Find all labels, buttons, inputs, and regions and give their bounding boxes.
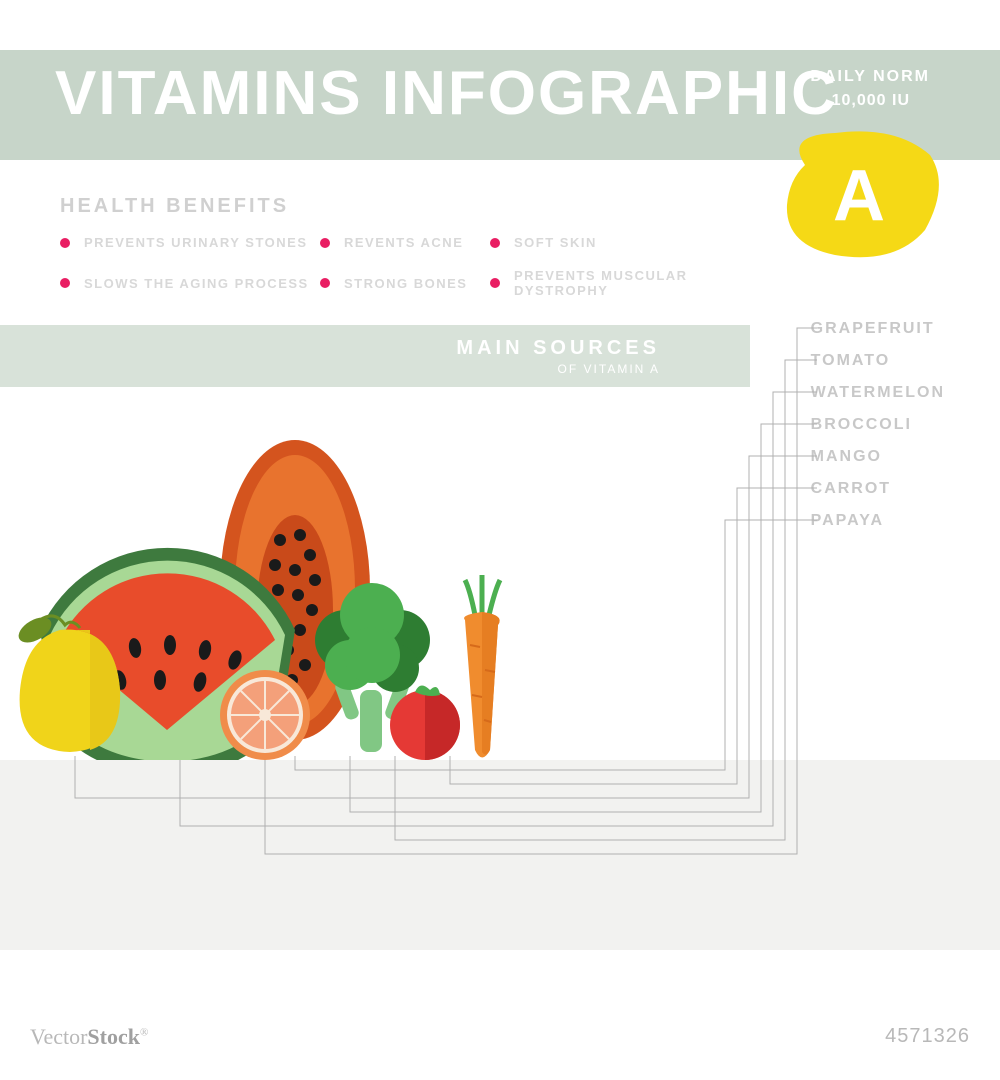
benefit-item: SOFT SKIN	[490, 235, 740, 250]
benefits-list: PREVENTS URINARY STONES REVENTS ACNE SOF…	[60, 235, 760, 316]
bullet-icon	[320, 278, 330, 288]
daily-norm-value: 10,000 IU	[832, 92, 910, 110]
sources-band: MAIN SOURCES OF VITAMIN A	[0, 325, 750, 387]
image-id: 4571326	[885, 1025, 970, 1048]
benefit-item: SLOWS THE AGING PROCESS	[60, 268, 320, 298]
sources-title: MAIN SOURCES	[456, 337, 660, 360]
benefit-item: PREVENTS MUSCULAR DYSTROPHY	[490, 268, 740, 298]
source-label-watermelon: WATERMELON	[811, 384, 945, 402]
benefit-item: STRONG BONES	[320, 268, 490, 298]
daily-norm-label: DAILY NORM	[810, 68, 930, 86]
carrot-icon	[464, 575, 500, 758]
source-labels-list: GRAPEFRUIT TOMATO WATERMELON BROCCOLI MA…	[811, 320, 945, 544]
source-label-broccoli: BROCCOLI	[811, 416, 945, 434]
bullet-icon	[60, 278, 70, 288]
bullet-icon	[490, 238, 500, 248]
watermark: VectorStock®	[30, 1024, 148, 1050]
benefit-item: PREVENTS URINARY STONES	[60, 235, 320, 250]
benefit-item: REVENTS ACNE	[320, 235, 490, 250]
source-label-mango: MANGO	[811, 448, 945, 466]
sources-subtitle: OF VITAMIN A	[558, 362, 660, 376]
bullet-icon	[490, 278, 500, 288]
bullet-icon	[320, 238, 330, 248]
watermark-prefix: Vector	[30, 1024, 87, 1049]
food-illustration	[0, 430, 550, 760]
grapefruit-icon	[220, 670, 310, 760]
source-label-tomato: TOMATO	[811, 352, 945, 370]
source-label-grapefruit: GRAPEFRUIT	[811, 320, 945, 338]
source-label-carrot: CARROT	[811, 480, 945, 498]
watermark-suffix: Stock	[87, 1024, 140, 1049]
benefits-heading: HEALTH BENEFITS	[60, 195, 289, 218]
vitamin-letter: A	[833, 155, 885, 237]
bottom-band	[0, 760, 1000, 950]
page-title: VITAMINS INFOGRAPHIC	[55, 58, 838, 129]
bullet-icon	[60, 238, 70, 248]
source-label-papaya: PAPAYA	[811, 512, 945, 530]
